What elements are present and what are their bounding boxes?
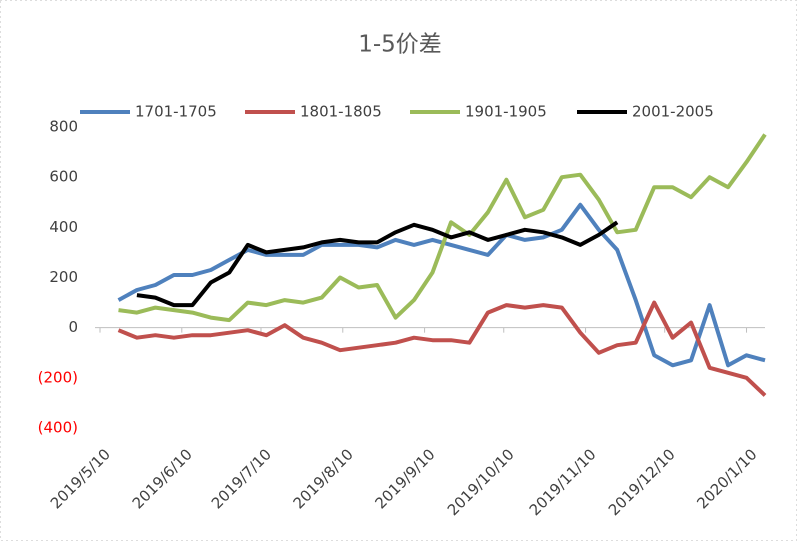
legend-label: 1701-1705	[135, 103, 217, 121]
series-line	[117, 300, 767, 397]
series-line	[118, 133, 767, 323]
chart-title: 1-5价差	[358, 32, 442, 58]
series-line	[136, 220, 619, 308]
y-tick-label: 800	[49, 118, 78, 136]
y-tick-label: 400	[49, 218, 78, 236]
y-tick-label: (400)	[38, 419, 78, 437]
legend-label: 1901-1905	[465, 103, 547, 121]
y-tick-label: 0	[68, 318, 78, 336]
legend-label: 1801-1805	[300, 103, 382, 121]
legend-label: 2001-2005	[632, 103, 714, 121]
y-tick-label: 600	[49, 168, 78, 186]
y-tick-label: 200	[49, 268, 78, 286]
y-tick-label: (200)	[38, 368, 78, 386]
